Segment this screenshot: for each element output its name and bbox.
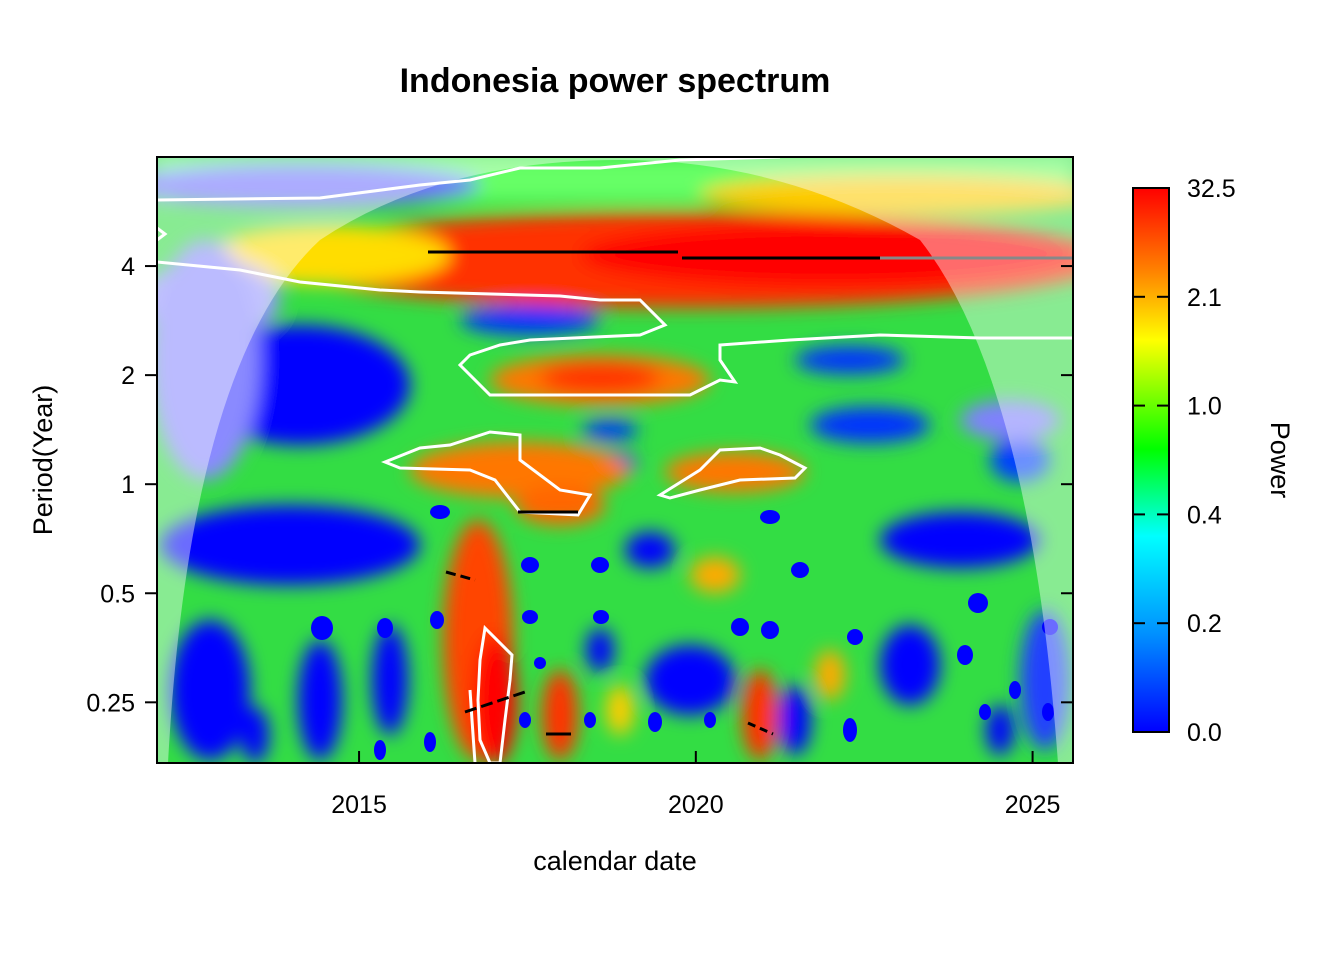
y-axis-label: Period(Year): [28, 385, 58, 536]
colorbar-tick-label: 0.0: [1187, 719, 1222, 747]
y-tick-label: 2: [121, 362, 135, 390]
y-tick-label: 0.5: [100, 580, 135, 608]
y-tick-label: 0.25: [86, 689, 135, 717]
colorbar-tick-label: 0.4: [1187, 501, 1222, 529]
chart-title: Indonesia power spectrum: [400, 62, 831, 100]
x-tick-label: 2015: [331, 791, 387, 819]
x-axis: 2015 2020 2025: [331, 751, 1060, 819]
colorbar-ticks: 0.0 0.2 0.4 1.0 2.1 32.5: [1133, 175, 1236, 747]
x-tick-label: 2025: [1005, 791, 1061, 819]
colorbar: [1132, 187, 1170, 733]
x-axis-label: calendar date: [533, 846, 697, 876]
ridge-lines: [428, 250, 1073, 736]
x-tick-label: 2020: [668, 791, 724, 819]
colorbar-tick-label: 32.5: [1187, 175, 1236, 203]
cone-of-influence: [157, 157, 1073, 763]
colorbar-tick-label: 2.1: [1187, 284, 1222, 312]
plot-frame: [156, 156, 1074, 764]
y-axis: 0.25 0.5 1 2 4: [86, 253, 1073, 717]
colorbar-label: Power: [1265, 422, 1295, 499]
significance-contours: [157, 157, 1073, 763]
colorbar-tick-label: 0.2: [1187, 610, 1222, 638]
ridge-line: [747, 721, 774, 736]
ridge-line: [445, 570, 476, 582]
ridge-line: [464, 690, 526, 714]
heatmap-field: [157, 157, 1073, 763]
colorbar-tick-label: 1.0: [1187, 393, 1222, 421]
y-tick-label: 4: [121, 253, 135, 281]
y-tick-label: 1: [121, 471, 135, 499]
